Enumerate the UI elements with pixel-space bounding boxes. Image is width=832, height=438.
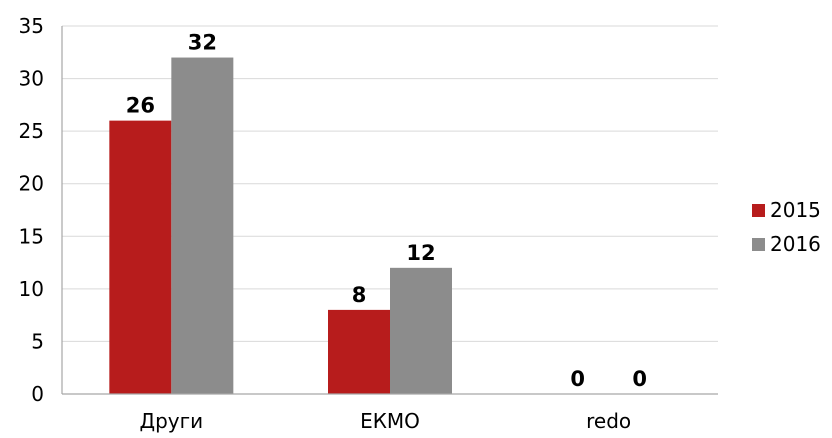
- bar-2016-Други: [171, 57, 234, 395]
- data-label: 0: [570, 367, 585, 391]
- y-tick-label: 25: [19, 119, 44, 143]
- chart-legend: 2015 2016: [752, 198, 821, 256]
- x-category-label: redo: [586, 409, 631, 433]
- y-tick-label: 30: [19, 67, 44, 91]
- y-axis-tick-labels: 0 5 10 15 20 25 30 35: [19, 14, 44, 406]
- legend-swatch: [752, 238, 765, 251]
- data-label: 26: [126, 94, 155, 118]
- y-tick-label: 20: [19, 172, 44, 196]
- bar-2016-ЕКМО: [390, 267, 452, 394]
- y-tick-label: 0: [31, 382, 44, 406]
- y-tick-label: 10: [19, 277, 44, 301]
- data-label: 12: [406, 241, 435, 265]
- x-category-label: ЕКМО: [360, 409, 420, 433]
- data-label: 0: [632, 367, 647, 391]
- bar-2015-Други: [109, 120, 172, 394]
- y-tick-label: 5: [31, 329, 44, 353]
- chart-bars: [109, 57, 452, 395]
- chart-data-labels: 26 32 8 12 0 0: [126, 31, 647, 391]
- legend-label: 2015: [770, 198, 821, 222]
- x-axis-category-labels: Други ЕКМО redo: [139, 409, 631, 433]
- chart-axis: [61, 26, 718, 395]
- legend-swatch: [752, 204, 765, 217]
- x-category-label: Други: [139, 409, 203, 433]
- data-label: 32: [188, 31, 217, 55]
- y-tick-label: 15: [19, 224, 44, 248]
- data-label: 8: [352, 283, 367, 307]
- y-tick-label: 35: [19, 14, 44, 38]
- bar-2015-ЕКМО: [328, 309, 390, 394]
- legend-label: 2016: [770, 232, 821, 256]
